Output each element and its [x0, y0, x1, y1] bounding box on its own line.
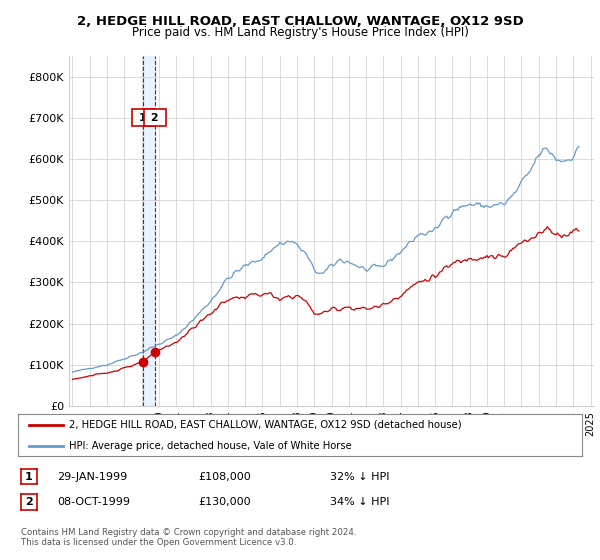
Bar [143, 56, 155, 406]
Text: 1: 1 [25, 472, 32, 482]
Text: 34% ↓ HPI: 34% ↓ HPI [330, 497, 389, 507]
Text: HPI: Average price, detached house, Vale of White Horse: HPI: Average price, detached house, Vale… [69, 441, 352, 451]
Text: £130,000: £130,000 [198, 497, 251, 507]
Text: 32% ↓ HPI: 32% ↓ HPI [330, 472, 389, 482]
Text: 2, HEDGE HILL ROAD, EAST CHALLOW, WANTAGE, OX12 9SD: 2, HEDGE HILL ROAD, EAST CHALLOW, WANTAG… [77, 15, 523, 27]
Text: Contains HM Land Registry data © Crown copyright and database right 2024.
This d: Contains HM Land Registry data © Crown c… [21, 528, 356, 547]
Text: 29-JAN-1999: 29-JAN-1999 [57, 472, 127, 482]
Text: 1: 1 [135, 113, 151, 123]
Text: £108,000: £108,000 [198, 472, 251, 482]
Text: 08-OCT-1999: 08-OCT-1999 [57, 497, 130, 507]
Text: 2: 2 [25, 497, 32, 507]
Text: 2, HEDGE HILL ROAD, EAST CHALLOW, WANTAGE, OX12 9SD (detached house): 2, HEDGE HILL ROAD, EAST CHALLOW, WANTAG… [69, 420, 461, 430]
Text: Price paid vs. HM Land Registry's House Price Index (HPI): Price paid vs. HM Land Registry's House … [131, 26, 469, 39]
Text: 2: 2 [147, 113, 163, 123]
